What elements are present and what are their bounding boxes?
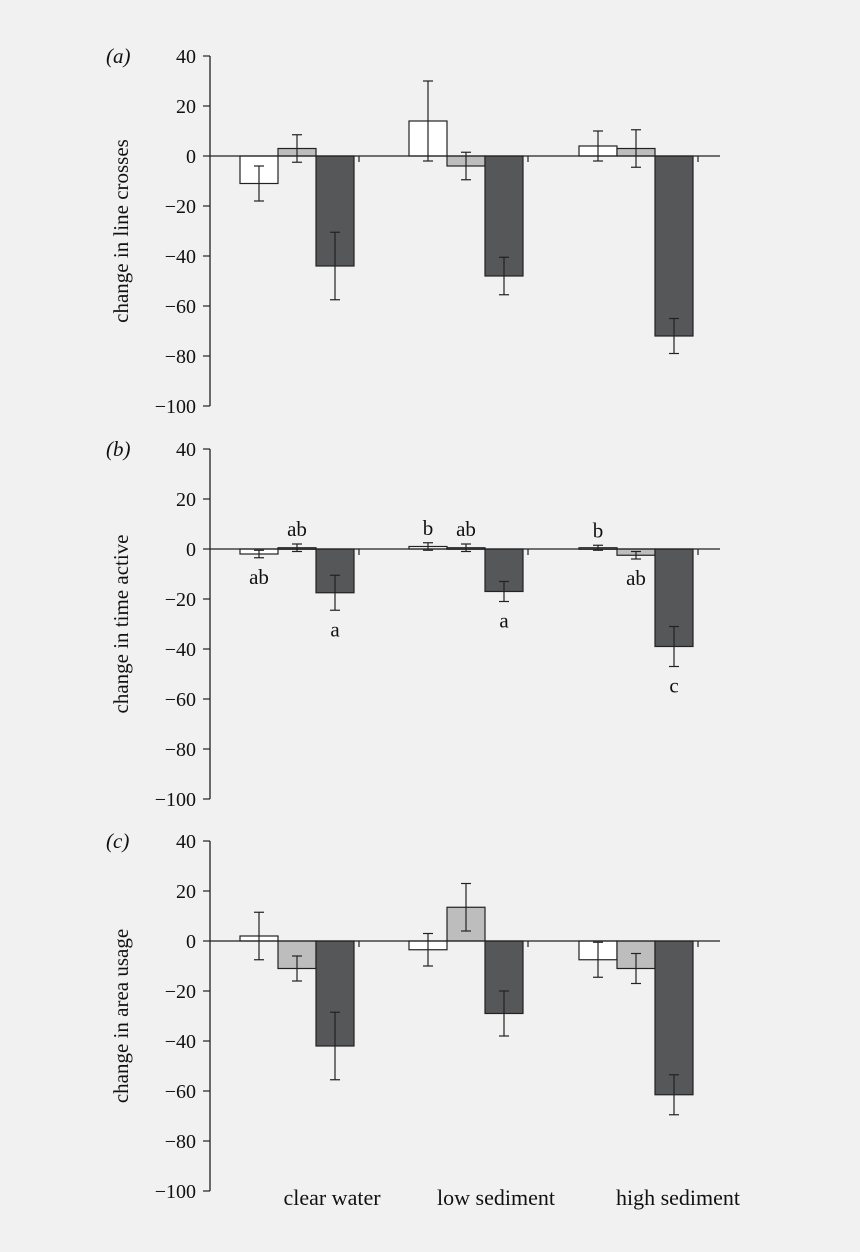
y-tick-label: −100 — [155, 1181, 196, 1203]
y-tick-label: 40 — [176, 46, 196, 68]
y-tick-label: −20 — [165, 589, 196, 611]
y-axis-title: change in area usage — [109, 929, 133, 1103]
bar — [654, 155, 694, 337]
bar — [654, 940, 694, 1096]
significance-label: b — [593, 518, 604, 542]
y-tick-label: −80 — [165, 346, 196, 368]
panel-a: 40 20 0 −20 −40 −60 −80 −100 (a) change in line c… — [106, 44, 720, 418]
panel-b: 40 20 0 −20 −40 −60 −80 −100 (b) change in time a… — [106, 437, 720, 811]
significance-label: a — [499, 609, 509, 633]
y-tick-label: −100 — [155, 396, 196, 418]
x-category-label: clear water — [283, 1185, 381, 1210]
y-tick-label: 20 — [176, 96, 196, 118]
panel-label: (a) — [106, 44, 131, 68]
significance-label: a — [330, 617, 340, 641]
significance-label: ab — [287, 517, 307, 541]
y-tick-label: 20 — [176, 881, 196, 903]
y-tick-label: −20 — [165, 981, 196, 1003]
significance-label: ab — [249, 565, 269, 589]
y-tick-label: −100 — [155, 789, 196, 811]
y-tick-label: −40 — [165, 639, 196, 661]
y-tick-label: 40 — [176, 439, 196, 461]
y-tick-label: 0 — [186, 931, 196, 953]
y-tick-label: −60 — [165, 689, 196, 711]
x-category-label: high sediment — [616, 1185, 740, 1210]
y-tick-label: −60 — [165, 296, 196, 318]
panel-label: (c) — [106, 829, 129, 853]
panel-label: (b) — [106, 437, 131, 461]
y-axis-title: change in time active — [109, 534, 133, 713]
x-category-label: low sediment — [437, 1185, 555, 1210]
y-tick-label: 20 — [176, 489, 196, 511]
significance-label: b — [423, 516, 434, 540]
y-tick-label: −80 — [165, 1131, 196, 1153]
y-tick-label: −60 — [165, 1081, 196, 1103]
y-tick-label: 0 — [186, 146, 196, 168]
y-tick-label: −80 — [165, 739, 196, 761]
y-tick-label: 0 — [186, 539, 196, 561]
y-axis-title: change in line crosses — [109, 139, 133, 323]
significance-label: c — [669, 674, 678, 698]
y-tick-label: −40 — [165, 1031, 196, 1053]
significance-label: ab — [456, 517, 476, 541]
y-tick-label: −20 — [165, 196, 196, 218]
significance-label: ab — [626, 566, 646, 590]
panel-c: 40 20 0 −20 −40 −60 −80 −100 (c) change in area u… — [106, 829, 720, 1203]
y-tick-label: 40 — [176, 831, 196, 853]
y-tick-label: −40 — [165, 246, 196, 268]
